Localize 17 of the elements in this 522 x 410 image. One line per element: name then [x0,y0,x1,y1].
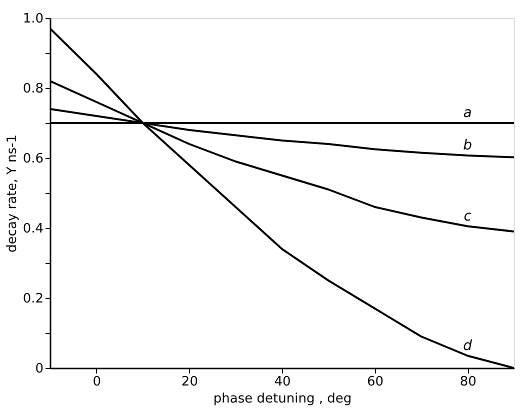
x-tick-label: 80 [460,374,476,390]
x-tick-label: 20 [181,374,198,390]
y-tick-label: 0.6 [22,152,44,166]
series-label: b [463,138,472,154]
x-axis-title: phase detuning , deg [213,392,352,406]
y-tick-label: 0.4 [22,222,44,236]
series-label: a [463,105,472,121]
y-tick-label: 0.2 [22,292,44,306]
y-axis-title: decay rate, Y ns-1 [4,134,20,252]
y-tick-label: 0 [35,362,44,376]
x-tick-label: 0 [92,374,102,390]
y-tick-label: 1.0 [22,12,44,26]
x-tick-label: 40 [274,374,291,390]
series-label: d [463,338,472,354]
y-tick-label: 0.8 [22,82,44,96]
x-tick-label: 60 [367,374,384,390]
series-label: c [464,208,472,224]
